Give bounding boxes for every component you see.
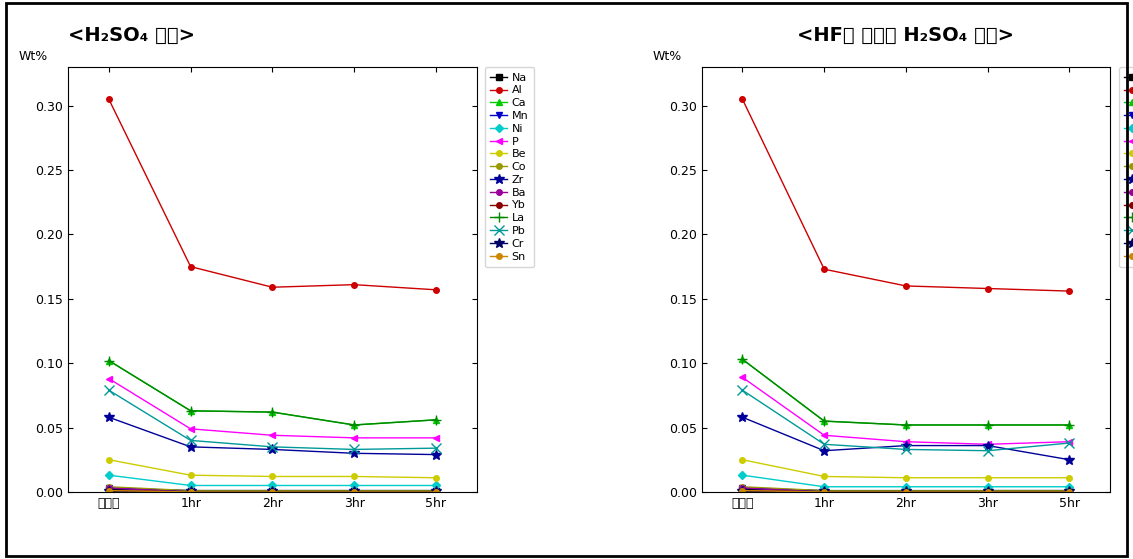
Text: Wt%: Wt% — [653, 50, 682, 63]
Legend: Na, Al, Ca, Mn, Ni, P, Be, Co, Zr, Ba, Yb, La, Pb, Cr, Sn: Na, Al, Ca, Mn, Ni, P, Be, Co, Zr, Ba, Y… — [485, 67, 534, 267]
Text: <HF를 첨가한 H₂SO₄ 침출>: <HF를 첨가한 H₂SO₄ 침출> — [798, 26, 1014, 45]
Text: <H₂SO₄ 침출>: <H₂SO₄ 침출> — [68, 26, 195, 45]
Legend: Na, Al, Ca, Mn, Ni, P, Be, Co, Zr, Ba, Yb, La, Pb, Cr, Sn: Na, Al, Ca, Mn, Ni, P, Be, Co, Zr, Ba, Y… — [1118, 67, 1133, 267]
Text: Wt%: Wt% — [19, 50, 49, 63]
